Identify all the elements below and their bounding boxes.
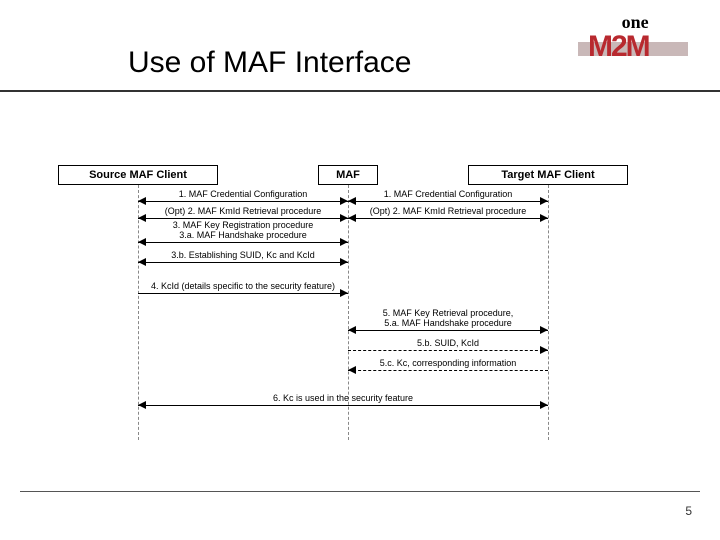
participant-target: Target MAF Client xyxy=(468,165,628,185)
slide-title: Use of MAF Interface xyxy=(128,46,411,80)
slide: { "title": { "text": "Use of MAF Interfa… xyxy=(0,0,720,540)
onem2m-logo: one M2M xyxy=(588,12,649,60)
message-label: 6. Kc is used in the security feature xyxy=(138,393,548,403)
message-line xyxy=(138,242,348,243)
message-line xyxy=(348,201,548,202)
lifeline-target xyxy=(548,185,549,440)
message-label: 3.b. Establishing SUID, Kc and KcId xyxy=(138,250,348,260)
message-line xyxy=(138,201,348,202)
message-line xyxy=(138,293,348,294)
message-line xyxy=(348,218,548,219)
header-rule xyxy=(0,90,720,92)
message-label: 4. KcId (details specific to the securit… xyxy=(138,281,348,291)
sequence-diagram: Source MAF Client MAF Target MAF Client 1. … xyxy=(58,165,678,445)
message-label: 5.c. Kc, corresponding information xyxy=(348,358,548,368)
message-label: 5. MAF Key Retrieval procedure,5.a. MAF … xyxy=(348,308,548,328)
participant-maf: MAF xyxy=(318,165,378,185)
message-label: 1. MAF Credential Configuration xyxy=(348,189,548,199)
message-label: 3. MAF Key Registration procedure3.a. MA… xyxy=(138,220,348,240)
message-line xyxy=(348,330,548,331)
message-label: (Opt) 2. MAF KmId Retrieval procedure xyxy=(138,206,348,216)
message-line xyxy=(138,405,548,406)
message-line xyxy=(138,218,348,219)
page-number: 5 xyxy=(685,504,692,518)
message-label: 1. MAF Credential Configuration xyxy=(138,189,348,199)
message-line xyxy=(138,262,348,263)
participant-source: Source MAF Client xyxy=(58,165,218,185)
message-label: 5.b. SUID, KcId xyxy=(348,338,548,348)
message-label: (Opt) 2. MAF KmId Retrieval procedure xyxy=(348,206,548,216)
logo-m2m: M2M xyxy=(588,33,649,60)
message-line xyxy=(348,350,548,351)
message-line xyxy=(348,370,548,371)
footer-rule xyxy=(20,491,700,492)
